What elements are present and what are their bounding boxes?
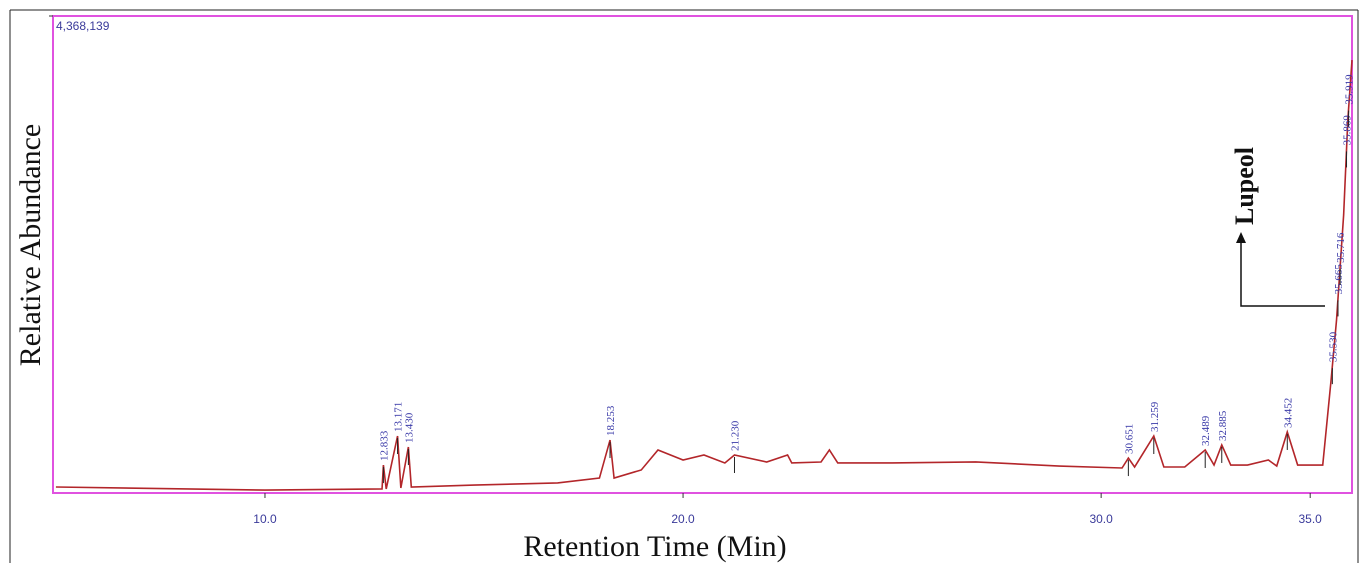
annotation-arrow	[1240, 240, 1325, 307]
x-tick-label: 30.0	[1089, 512, 1113, 526]
peak-label: 21.230	[729, 420, 741, 451]
peak-label: 31.259	[1149, 401, 1161, 432]
peak-label: 12.833	[378, 430, 390, 461]
peak-label: 35.869	[1342, 115, 1354, 146]
y-tick-label: 4,368,139	[56, 19, 110, 33]
peak-label: 18.253	[605, 405, 617, 436]
x-tick-label: 10.0	[253, 512, 277, 526]
peak-label: 13.171	[393, 402, 405, 432]
annotation: Lupeol	[1230, 147, 1259, 225]
peak-label: 32.885	[1217, 410, 1229, 441]
peak-label: 13.430	[403, 412, 415, 443]
x-tick-label: 20.0	[671, 512, 695, 526]
peak-label: 35.716	[1335, 232, 1347, 263]
peak-label: 32.489	[1200, 415, 1212, 446]
peak-label: 30.651	[1123, 424, 1135, 454]
x-tick-label: 35.0	[1299, 512, 1323, 526]
peak-label: 35.665	[1333, 264, 1345, 295]
peak-label: 34.452	[1282, 398, 1294, 428]
plot-border	[52, 15, 1353, 494]
peak-label: 35.919	[1344, 74, 1356, 105]
trace	[55, 59, 1353, 491]
arrow-head	[1236, 232, 1246, 243]
peak-label: 35.530	[1327, 331, 1339, 362]
y-axis-title: Relative Abundance	[14, 124, 47, 366]
x-axis-title: Retention Time (Min)	[523, 530, 786, 563]
